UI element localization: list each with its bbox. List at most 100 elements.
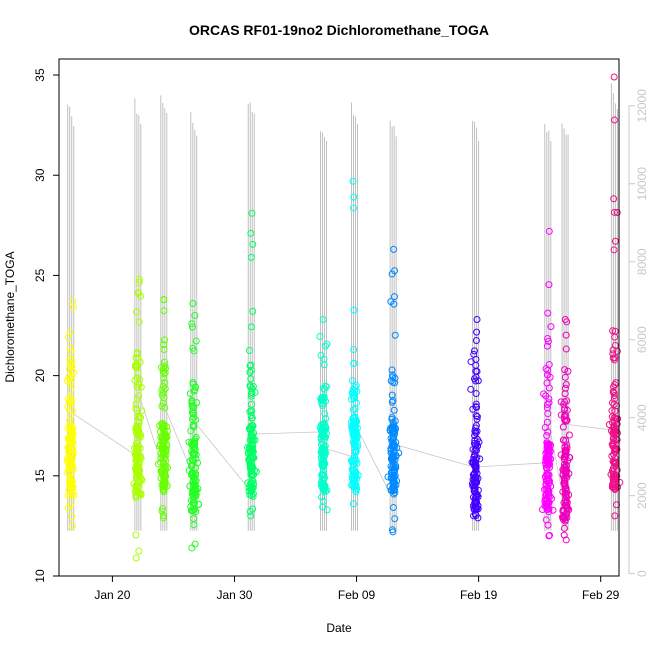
data-point: [158, 420, 166, 428]
data-point: [561, 366, 569, 374]
data-point: [191, 386, 199, 394]
data-point: [608, 407, 616, 415]
flight-connector: [253, 431, 322, 435]
data-point: [64, 403, 72, 411]
data-point: [562, 461, 570, 469]
x-tick-label: Jan 20: [94, 588, 130, 602]
data-point: [247, 375, 255, 383]
data-point: [134, 418, 142, 426]
data-point: [158, 402, 166, 410]
data-point: [472, 390, 480, 398]
data-point: [616, 478, 624, 486]
data-point: [562, 345, 570, 353]
data-point: [190, 410, 197, 418]
series-points: [347, 177, 362, 508]
flight-connector: [395, 444, 474, 468]
data-point: [559, 506, 567, 514]
data-point: [189, 299, 197, 307]
data-point: [187, 427, 195, 435]
data-point: [192, 337, 200, 345]
y-axis-title: Dichloromethane_TOGA: [3, 251, 17, 382]
data-point: [544, 337, 552, 345]
data-point: [248, 445, 256, 453]
data-point: [161, 336, 169, 344]
data-point: [388, 415, 396, 423]
data-point: [133, 462, 141, 470]
y2-tick-label: 2000: [635, 482, 649, 509]
data-point: [611, 426, 619, 434]
data-point: [69, 424, 77, 432]
data-point: [159, 439, 167, 447]
data-point: [193, 399, 201, 407]
data-point: [134, 289, 142, 297]
plot-frame: [58, 58, 620, 577]
data-point: [323, 340, 331, 348]
data-point: [70, 368, 78, 376]
data-point: [561, 489, 569, 497]
data-point: [249, 505, 257, 513]
data-point: [251, 467, 258, 475]
data-point: [248, 414, 256, 422]
y-axis: 10 15 20 25 30 35: [33, 68, 59, 583]
data-point: [472, 337, 480, 345]
data-point: [247, 471, 255, 479]
data-point: [161, 454, 169, 462]
data-point: [321, 382, 329, 390]
data-point: [562, 381, 570, 389]
data-point: [66, 434, 74, 442]
data-point: [388, 428, 396, 436]
data-point: [560, 531, 568, 539]
data-point: [247, 491, 255, 499]
data-point: [138, 407, 146, 415]
y2-axis: 0 2000 4000 6000 8000 10000 12000: [628, 89, 649, 577]
data-point: [470, 350, 478, 358]
data-point: [246, 368, 254, 376]
data-point: [318, 457, 326, 465]
data-point: [316, 333, 324, 341]
data-point: [189, 378, 197, 386]
data-point: [195, 500, 203, 508]
data-point: [160, 341, 168, 349]
data-point: [610, 437, 618, 445]
data-point: [160, 345, 168, 353]
data-point: [562, 498, 570, 506]
data-point: [549, 506, 557, 514]
data-point: [387, 486, 395, 494]
y2-tick-label: 4000: [635, 404, 649, 431]
data-point: [470, 512, 478, 520]
data-point: [65, 446, 73, 454]
flight-connector: [356, 426, 392, 496]
data-point: [473, 469, 481, 477]
series-points: [538, 227, 557, 540]
data-point: [387, 298, 395, 306]
data-point: [349, 470, 357, 478]
data-point: [247, 323, 255, 331]
data-point: [545, 227, 553, 235]
data-point: [473, 413, 481, 421]
data-point: [545, 452, 553, 460]
data-point: [353, 433, 361, 441]
data-point: [160, 296, 168, 304]
data-point: [348, 425, 356, 433]
data-point: [69, 303, 77, 311]
data-point: [67, 476, 75, 484]
data-point: [247, 361, 255, 369]
data-point: [351, 437, 359, 445]
data-point: [137, 430, 144, 438]
data-point: [350, 359, 358, 367]
data-point: [471, 469, 479, 477]
data-point: [390, 245, 398, 253]
data-point: [159, 514, 167, 522]
data-point: [189, 470, 197, 478]
data-point: [609, 346, 617, 354]
data-point: [68, 362, 76, 370]
data-point: [135, 318, 143, 326]
data-point: [319, 316, 327, 323]
data-point: [133, 465, 141, 473]
data-point: [390, 486, 398, 494]
data-point: [560, 524, 568, 532]
data-point: [67, 412, 75, 420]
data-point: [350, 306, 358, 314]
data-point: [192, 433, 200, 441]
data-point: [190, 445, 198, 453]
